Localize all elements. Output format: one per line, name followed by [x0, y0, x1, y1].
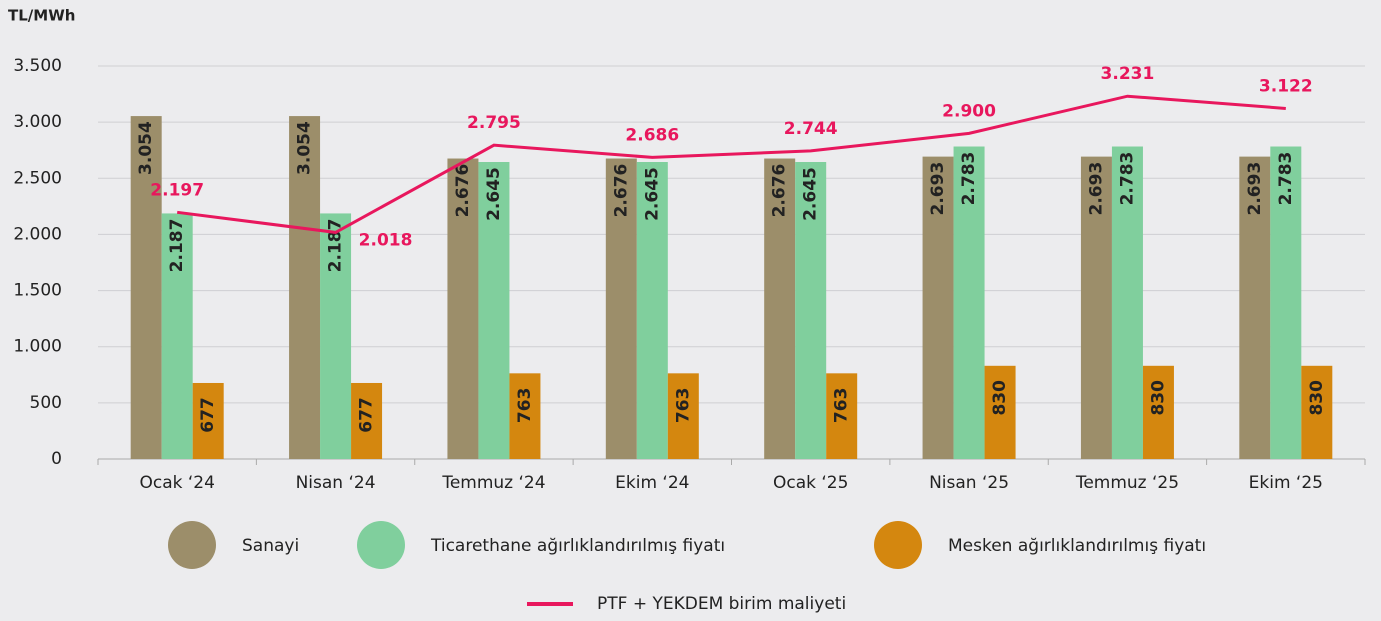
bar: [636, 162, 668, 460]
bar-value-label: 2.783: [1276, 152, 1296, 206]
legend-label: Mesken ağırlıklandırılmış fiyatı: [948, 536, 1206, 556]
bar-value-label: 2.676: [453, 164, 473, 218]
legend-label: Sanayi: [242, 536, 299, 556]
bar-value-label: 763: [673, 388, 693, 424]
y-tick-label: 3.000: [13, 112, 62, 132]
bar-value-label: 2.676: [611, 164, 631, 218]
bar: [289, 116, 321, 459]
legend-label: Ticarethane ağırlıklandırılmış fiyatı: [430, 536, 725, 556]
y-tick-label: 2.000: [13, 224, 62, 244]
bar: [922, 156, 954, 460]
bar-value-label: 2.693: [1086, 162, 1106, 216]
bar: [1301, 365, 1333, 459]
y-tick-label: 3.500: [13, 56, 62, 76]
bar-value-label: 763: [515, 388, 535, 424]
bar-value-label: 2.187: [167, 219, 187, 273]
bar: [1142, 365, 1174, 459]
line-value-label: 2.197: [150, 180, 204, 200]
x-tick-label: Temmuz ‘25: [1075, 473, 1179, 493]
line: [176, 94, 1286, 234]
y-tick-label: 1.000: [13, 337, 62, 357]
bar: [130, 116, 162, 459]
bar: [1239, 156, 1271, 460]
bar-value-label: 763: [832, 388, 852, 424]
bar: [984, 365, 1016, 459]
line-value-label: 2.686: [625, 125, 679, 145]
bar-value-label: 2.645: [642, 167, 662, 221]
bar-value-label: 677: [198, 397, 218, 433]
bar-value-label: 830: [1307, 380, 1327, 416]
y-tick-label: 500: [30, 393, 62, 413]
bar: [667, 373, 699, 459]
bar: [795, 162, 827, 460]
bar-value-label: 2.645: [801, 167, 821, 221]
bar: [826, 373, 858, 459]
line-value-label: 3.122: [1259, 76, 1313, 96]
bar: [1270, 146, 1302, 459]
bar: [509, 373, 541, 459]
line-value-label: 2.900: [942, 101, 996, 121]
bar-value-label: 2.187: [326, 219, 346, 273]
line-value-label: 2.744: [784, 119, 838, 139]
legend-swatch: [357, 521, 405, 569]
legend-swatch: [168, 521, 216, 569]
x-tick-label: Nisan ‘24: [296, 473, 376, 493]
bar: [764, 158, 796, 459]
bar: [320, 213, 352, 459]
bar: [447, 158, 479, 459]
bar-value-label: 677: [357, 397, 377, 433]
y-tick-label: 2.500: [13, 168, 62, 188]
bar-value-label: 3.054: [136, 121, 156, 175]
bar: [351, 382, 383, 459]
bar: [1111, 146, 1143, 459]
x-tick-label: Nisan ‘25: [929, 473, 1009, 493]
x-tick-label: Temmuz ‘24: [441, 473, 545, 493]
legend-label: PTF + YEKDEM birim maliyeti: [597, 594, 846, 614]
bar: [605, 158, 637, 459]
bar: [161, 213, 193, 459]
bar: [1080, 156, 1112, 460]
y-axis-title: TL/MWh: [8, 7, 75, 25]
x-tick-label: Ocak ‘24: [139, 473, 214, 493]
x-tick-label: Ekim ‘25: [1249, 473, 1323, 493]
line-value-label: 3.231: [1101, 64, 1155, 84]
y-tick-label: 0: [51, 449, 62, 469]
bar-value-label: 2.676: [770, 164, 790, 218]
bar: [478, 162, 510, 460]
y-tick-label: 1.500: [13, 281, 62, 301]
bar: [192, 382, 224, 459]
bar-value-label: 830: [990, 380, 1010, 416]
bar-value-label: 3.054: [295, 121, 315, 175]
bar-value-label: 2.645: [484, 167, 504, 221]
bar-value-label: 2.783: [959, 152, 979, 206]
bar-value-label: 2.693: [1245, 162, 1265, 216]
line-value-label: 2.018: [359, 230, 413, 250]
bar-value-label: 2.693: [928, 162, 948, 216]
bar-value-label: 2.783: [1117, 152, 1137, 206]
x-tick-label: Ocak ‘25: [773, 473, 848, 493]
legend-swatch: [874, 521, 922, 569]
x-tick-label: Ekim ‘24: [615, 473, 689, 493]
line-value-label: 2.795: [467, 113, 521, 133]
bar-value-label: 830: [1148, 380, 1168, 416]
bar: [953, 146, 985, 459]
